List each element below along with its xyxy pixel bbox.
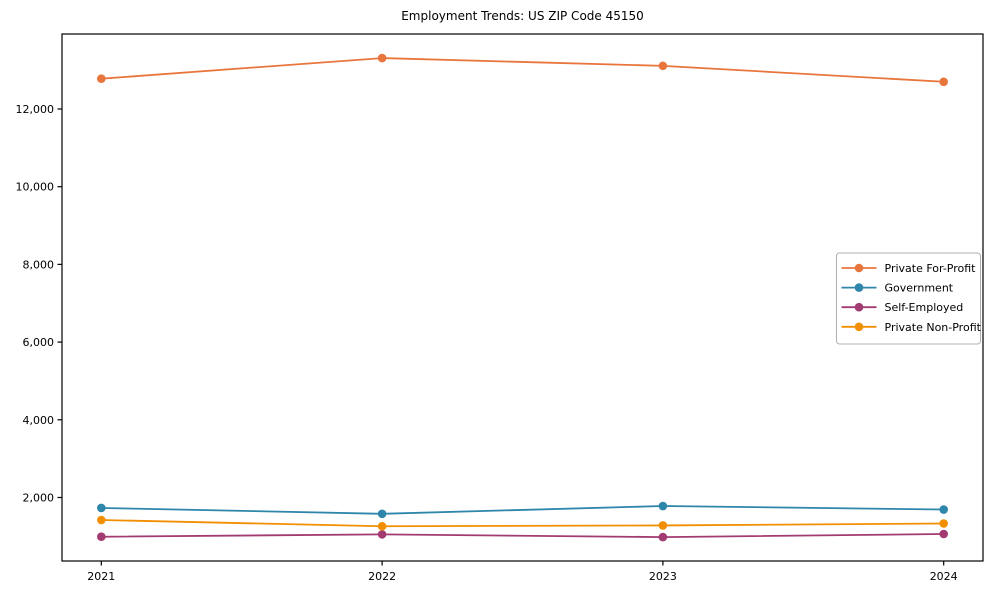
y-tick-label: 12,000	[16, 103, 55, 116]
legend-box	[836, 252, 981, 345]
y-tick-label: 4,000	[23, 414, 55, 427]
data-point-marker	[939, 519, 948, 528]
x-tick-label: 2022	[368, 570, 396, 583]
data-point-marker	[377, 521, 387, 531]
legend-label: Government	[885, 282, 954, 295]
legend-label: Self-Employed	[885, 301, 964, 314]
data-point-marker	[377, 530, 387, 539]
legend-marker	[854, 283, 864, 292]
data-point-marker	[939, 77, 948, 87]
data-point-marker	[658, 61, 668, 71]
data-point-marker	[97, 74, 106, 83]
data-point-marker	[658, 532, 668, 542]
series-line-private-for-profit	[101, 57, 944, 83]
legend-label: Private Non-Profit	[885, 321, 982, 334]
y-tick-label: 10,000	[16, 181, 55, 194]
data-point-marker	[658, 501, 668, 511]
data-point-marker	[97, 503, 106, 513]
data-point-marker	[97, 532, 106, 542]
plot-border	[61, 33, 984, 562]
legend-marker	[854, 322, 864, 332]
y-tick-label: 2,000	[23, 491, 55, 504]
chart-title: Employment Trends: US ZIP Code 45150	[401, 9, 644, 23]
y-tick-label: 8,000	[23, 258, 55, 271]
data-point-marker	[939, 505, 948, 514]
x-tick-label: 2023	[649, 570, 677, 583]
x-tick-label: 2021	[87, 570, 115, 583]
series-line-private-non-profit	[101, 519, 944, 528]
legend-label: Private For-Profit	[885, 262, 977, 275]
legend-marker	[854, 263, 864, 273]
x-tick-label: 2024	[930, 570, 958, 583]
y-tick-label: 6,000	[23, 336, 55, 349]
data-point-marker	[939, 529, 948, 539]
legend-marker	[854, 302, 864, 312]
data-point-marker	[377, 509, 387, 519]
series-line-government	[101, 505, 944, 515]
series-line-self-employed	[101, 533, 944, 539]
data-point-marker	[377, 53, 387, 63]
data-point-marker	[97, 515, 106, 525]
data-point-marker	[658, 521, 668, 530]
